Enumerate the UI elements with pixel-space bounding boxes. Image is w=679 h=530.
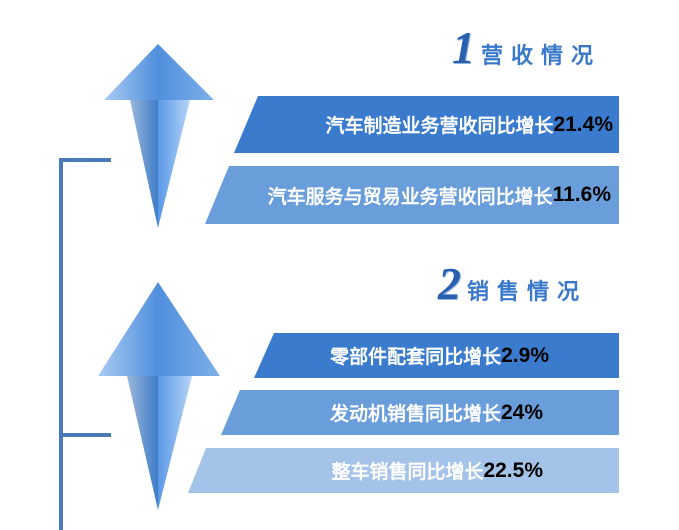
section-number: 1 [452,22,475,73]
section-title: 销售情况 [467,279,588,305]
stat-banner: 发动机销售同比增长 24% [221,390,619,435]
stat-banner: 汽车制造业务营收同比增长 21.4% [234,96,619,153]
stat-label: 汽车制造业务营收同比增长 [325,115,554,137]
stat-value: 22.5% [483,458,543,482]
stat-banner: 汽车服务与贸易业务营收同比增长 11.6% [205,166,619,224]
section-2-heading: 2 销售情况 [438,258,588,309]
timeline-branch-2 [59,433,111,437]
timeline-vertical [59,158,63,530]
section-number: 2 [438,258,461,309]
stat-value: 11.6% [552,183,611,206]
stat-value: 2.9% [501,343,549,367]
section-1-heading: 1 营收情况 [452,22,602,73]
section-title: 营收情况 [481,43,602,69]
stat-label: 整车销售同比增长 [331,461,484,483]
stat-value: 24% [500,400,543,424]
stat-label: 发动机销售同比增长 [329,403,501,425]
stat-value: 21.4% [553,112,613,136]
up-arrow-icon [98,282,220,510]
stat-banner: 零部件配套同比增长 2.9% [254,333,619,378]
up-arrow-icon [104,44,214,228]
timeline-branch-1 [59,158,111,162]
stat-banner: 整车销售同比增长 22.5% [188,448,619,493]
stat-label: 汽车服务与贸易业务营收同比增长 [267,185,553,208]
stat-label: 零部件配套同比增长 [330,346,502,368]
